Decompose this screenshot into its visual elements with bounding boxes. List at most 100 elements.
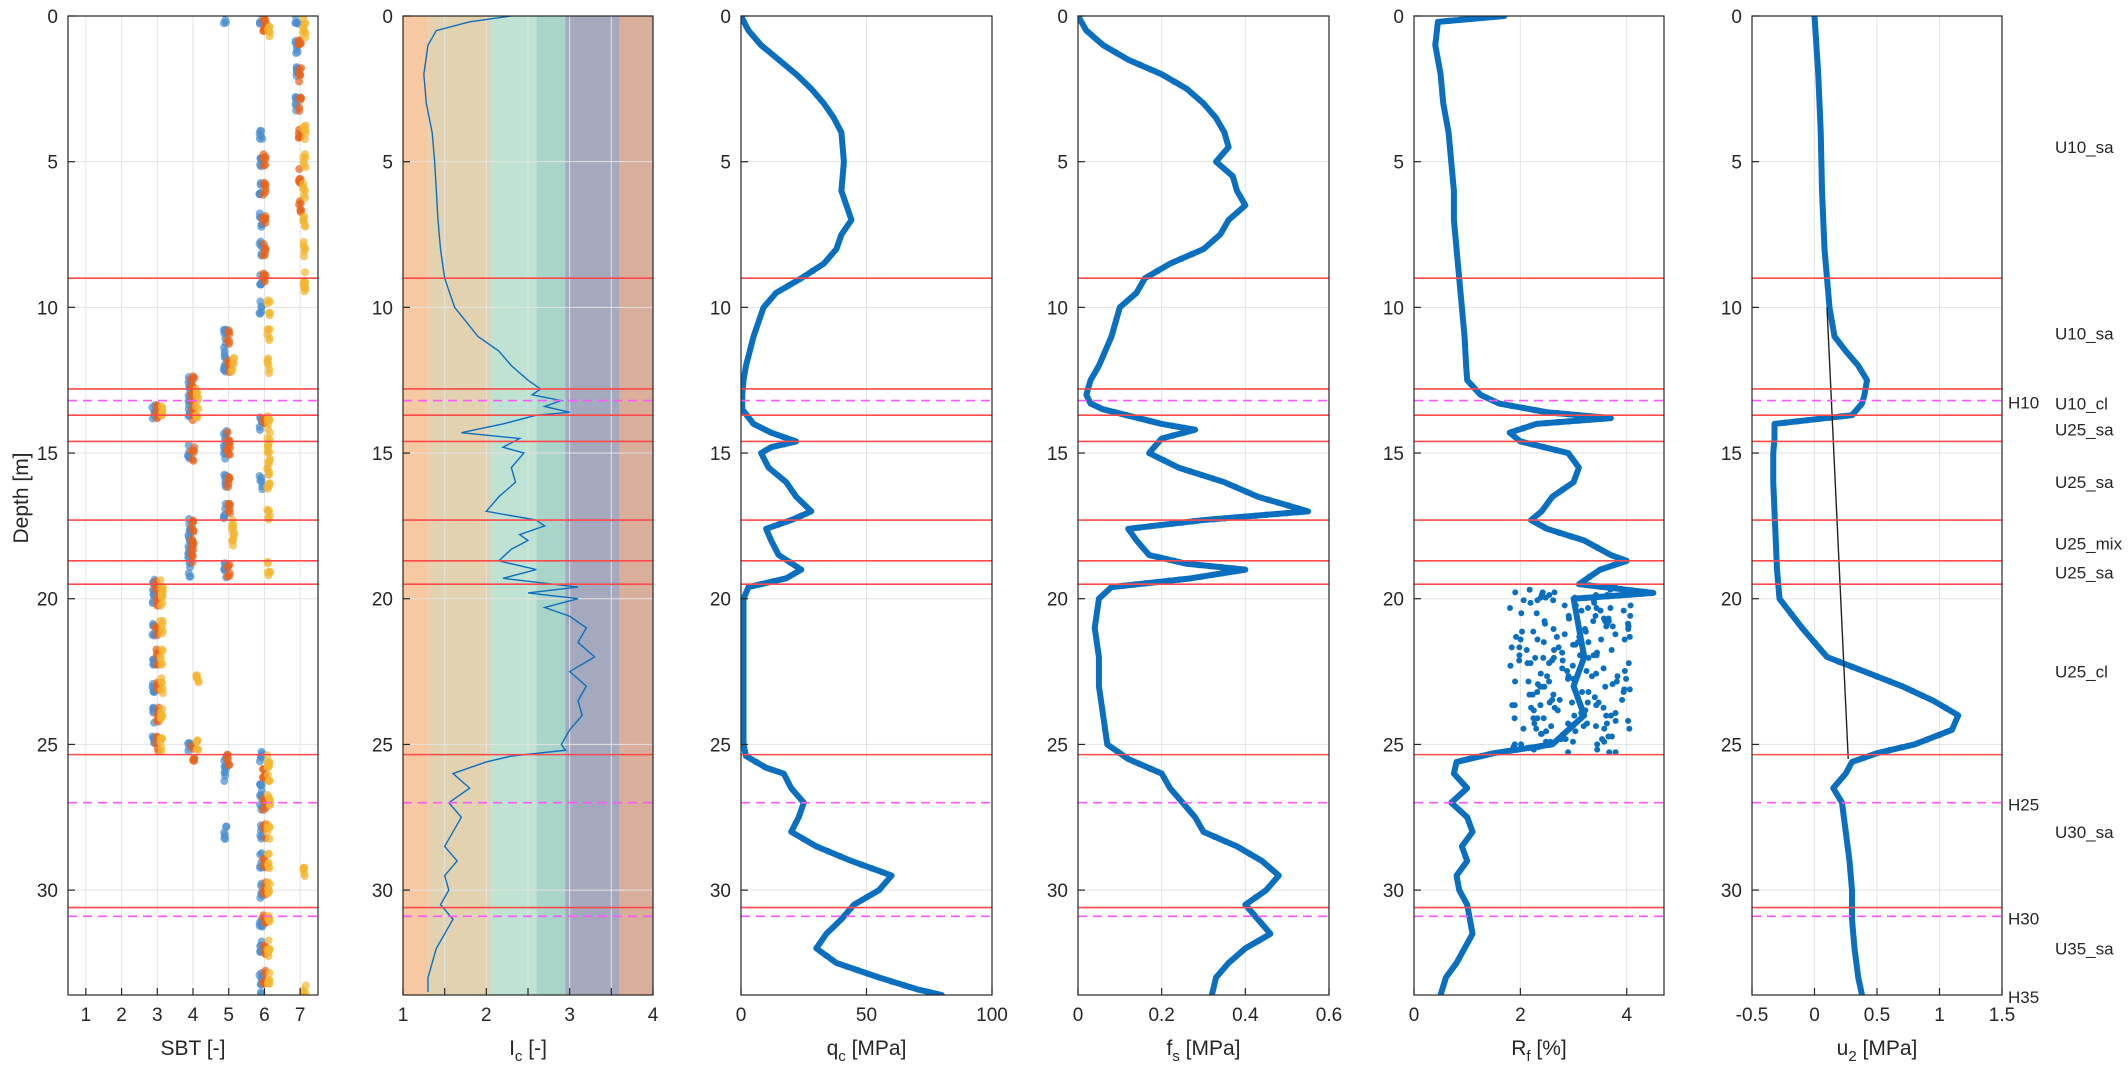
y-tick-label: 15 <box>1721 444 1742 465</box>
y-tick-label: 0 <box>1731 7 1742 28</box>
layer-labels: H10 H25 H30 H35 U10_sa U10_sa U10_cl U25_sa U25_… <box>2008 138 2123 1007</box>
rf-point <box>1519 628 1526 635</box>
x-tick-label: 7 <box>295 1005 306 1026</box>
rf-point <box>1537 670 1544 677</box>
fs-point <box>1294 509 1301 516</box>
horizon-label: H35 <box>2008 988 2039 1007</box>
y-tick-label: 0 <box>47 7 58 28</box>
rf-point <box>1569 662 1576 669</box>
sbt-point <box>158 616 167 625</box>
rf-point <box>1533 610 1540 617</box>
fs-point <box>1273 510 1280 518</box>
sbt-point <box>265 799 274 808</box>
sbt-point <box>264 507 273 516</box>
rf-point <box>1625 626 1632 633</box>
rf-point <box>1626 686 1633 693</box>
sbt-point <box>300 268 309 277</box>
fs-point <box>1180 429 1188 436</box>
qc-point <box>752 758 760 766</box>
y-tick-label: 5 <box>382 153 393 174</box>
fs-point <box>1231 514 1239 521</box>
qc-point <box>780 441 787 448</box>
rf-point <box>1540 654 1547 661</box>
sbt-point <box>223 428 232 437</box>
ic-zone-2 <box>428 16 491 995</box>
rf-point <box>1556 529 1563 536</box>
qc-profile-line <box>741 16 945 995</box>
sbt-point <box>265 864 274 873</box>
rf-point <box>1516 657 1523 664</box>
fs-point <box>1135 524 1143 531</box>
sbt-point <box>225 499 234 508</box>
fs-point <box>1114 748 1121 755</box>
y-tick-label: 25 <box>710 735 731 756</box>
qc-point <box>800 835 807 843</box>
fs-point <box>1195 561 1202 569</box>
sbt-point <box>265 879 274 888</box>
sbt-point <box>158 592 167 601</box>
sbt-point <box>256 297 265 306</box>
rf-point <box>1479 16 1486 22</box>
sbt-point <box>263 557 272 566</box>
y-tick-label: 5 <box>1057 153 1068 174</box>
fs-point <box>1211 833 1218 840</box>
rf-point <box>1606 749 1613 756</box>
sbt-point <box>255 308 264 317</box>
rf-point <box>1593 702 1600 709</box>
rf-point <box>1506 605 1513 612</box>
rf-point <box>1594 746 1601 753</box>
fs-point <box>1160 457 1167 464</box>
x-tick-label: 4 <box>648 1005 659 1026</box>
u2-point <box>1919 692 1927 700</box>
u2-point <box>1837 413 1845 420</box>
sbt-point <box>301 981 310 990</box>
u2-point <box>1811 639 1818 646</box>
sbt-point <box>256 425 265 434</box>
fs-point <box>1246 850 1253 857</box>
rf-point <box>1581 594 1589 602</box>
sbt-point <box>297 64 306 73</box>
boundaries-rf <box>1414 277 1664 918</box>
rf-point <box>1592 612 1599 619</box>
ic-zone-1 <box>403 16 429 995</box>
y-tick-label: 30 <box>1383 881 1404 902</box>
sbt-point <box>265 834 274 843</box>
x-tick-label: 1 <box>81 1005 92 1026</box>
y-tick-label: 20 <box>372 590 393 611</box>
fs-point <box>1209 571 1216 579</box>
sbt-point <box>263 568 272 577</box>
x-axis-title-main: q <box>827 1037 839 1060</box>
rf-point <box>1561 631 1568 638</box>
sbt-point <box>296 71 305 80</box>
y-tick-label: 0 <box>382 7 393 28</box>
rf-point <box>1524 660 1531 667</box>
sbt-point <box>296 199 305 208</box>
sbt-point <box>151 623 160 632</box>
fs-point <box>1198 471 1205 479</box>
y-tick-label: 25 <box>1721 735 1742 756</box>
qc-point <box>858 861 865 868</box>
rf-point <box>1510 744 1517 751</box>
rf-point <box>1554 707 1561 714</box>
x-axis-title-main: R <box>1511 1037 1526 1060</box>
panel-u2: -0.5 0 0.5 1 1.5 0 5 10 15 20 25 30 u2 [MPa] <box>1721 7 2015 1065</box>
sbt-point <box>228 359 237 368</box>
rf-point <box>1537 683 1544 690</box>
sbt-point <box>259 805 268 814</box>
rf-point <box>1578 607 1585 614</box>
x-tick-label: 100 <box>976 1005 1008 1026</box>
rf-point <box>1571 594 1578 601</box>
fs-point <box>1232 483 1239 491</box>
x-tick-label: 2 <box>1515 1005 1526 1026</box>
rf-point <box>1518 610 1525 617</box>
rf-point <box>1585 654 1592 661</box>
rf-point <box>1570 721 1577 729</box>
rf-point <box>1556 696 1563 703</box>
qc-point <box>843 963 851 970</box>
x-tick-label: 6 <box>259 1005 270 1026</box>
sbt-point <box>260 8 268 16</box>
rf-point <box>1565 411 1572 418</box>
rf-point <box>1602 683 1609 690</box>
fs-point <box>1283 509 1291 517</box>
u2-point <box>1942 704 1949 712</box>
